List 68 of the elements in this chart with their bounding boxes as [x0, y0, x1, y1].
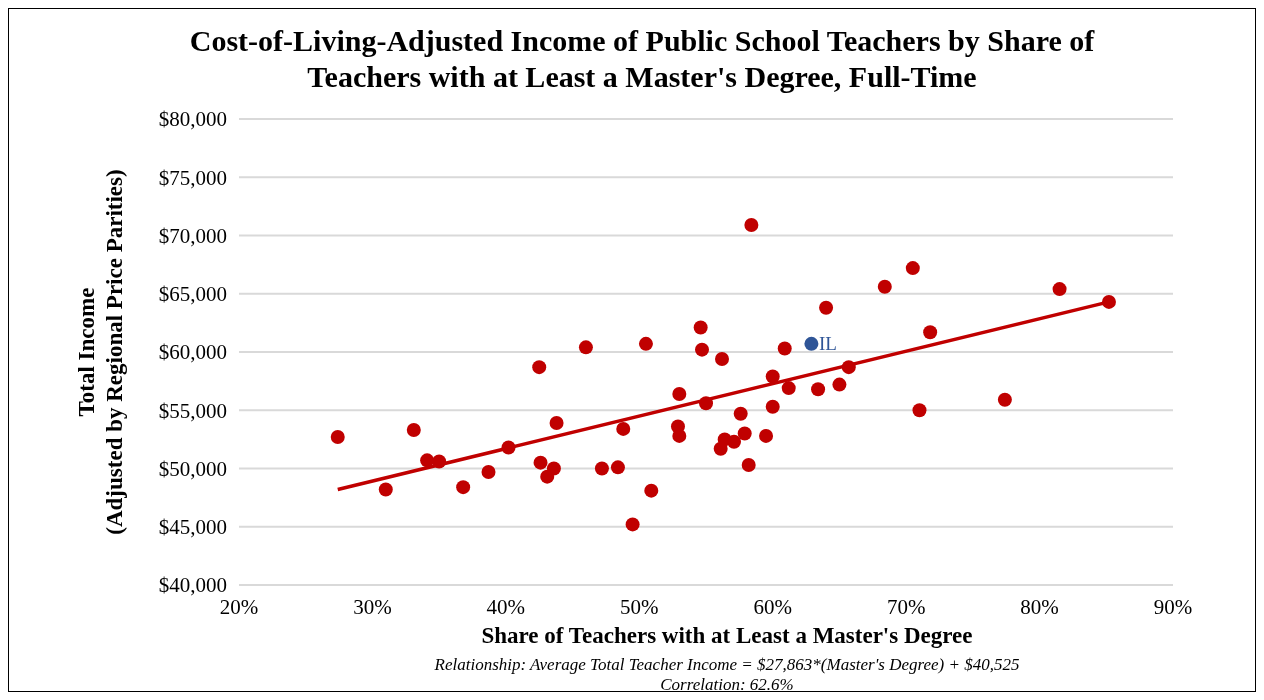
series-label: IL [818, 332, 837, 354]
y-axis-title: Total Income (Adjusted by Regional Price Parities) [73, 169, 128, 535]
chart-title: Cost-of-Living-Adjusted Income of Public School Teachers by Share of Teachers with at Least a Master's Degree, Full-Time [188, 23, 1096, 95]
point [616, 421, 631, 436]
point [759, 428, 774, 443]
point [549, 416, 564, 431]
y-tick-label: $65,000 [158, 282, 227, 307]
point [456, 480, 471, 495]
point [832, 377, 847, 392]
x-tick-label: 40% [486, 594, 526, 619]
x-tick-label: 90% [1153, 594, 1193, 619]
point [420, 453, 435, 468]
y-tick-label: $80,000 [158, 107, 227, 132]
point [378, 482, 393, 497]
x-tick-label: 80% [1020, 594, 1059, 619]
point [841, 360, 856, 375]
point [765, 399, 780, 414]
point [699, 396, 713, 411]
point [737, 426, 752, 441]
point [819, 300, 834, 315]
point [905, 261, 920, 276]
point [727, 434, 742, 449]
point [765, 369, 780, 384]
point [578, 340, 593, 355]
y-tick-label: $75,000 [158, 165, 227, 190]
x-tick-label: 50% [620, 594, 659, 619]
point [1101, 294, 1116, 309]
point [804, 336, 819, 351]
point [432, 454, 447, 469]
point [715, 351, 730, 366]
point [533, 455, 548, 470]
point [1052, 282, 1067, 297]
point [644, 483, 659, 498]
x-tick-label: 60% [753, 594, 792, 619]
point [672, 428, 687, 443]
point [733, 406, 748, 421]
point [811, 382, 826, 397]
point [744, 218, 759, 233]
point [501, 440, 516, 455]
point [923, 325, 938, 340]
text: Correlation: 62.6% [659, 675, 795, 695]
point [741, 458, 756, 473]
point [330, 430, 345, 445]
x-axis-title: Share of Teachers with at Least a Master's Degree [480, 623, 974, 649]
y-tick-label: $70,000 [158, 223, 227, 248]
point [546, 461, 561, 476]
point [777, 341, 792, 356]
point [481, 465, 496, 479]
x-tick-label: 30% [353, 594, 392, 619]
y-tick-label: $50,000 [158, 456, 227, 481]
point [781, 381, 796, 396]
point [610, 460, 625, 475]
point [997, 392, 1012, 407]
point [532, 360, 547, 375]
text: Relationship: Average Total Teacher Income = $27,863*(Master's Degree) + $40,525 [433, 655, 1021, 675]
y-tick-label: $55,000 [158, 398, 227, 423]
point [638, 336, 653, 351]
point [625, 517, 640, 532]
point [594, 461, 609, 476]
point [406, 423, 421, 438]
y-tick-label: $45,000 [158, 515, 227, 540]
x-tick-label: 70% [886, 594, 926, 619]
point [672, 386, 687, 401]
point [912, 403, 927, 418]
point [877, 279, 892, 294]
point [695, 342, 709, 357]
point [693, 320, 708, 335]
y-tick-label: $60,000 [158, 340, 227, 365]
